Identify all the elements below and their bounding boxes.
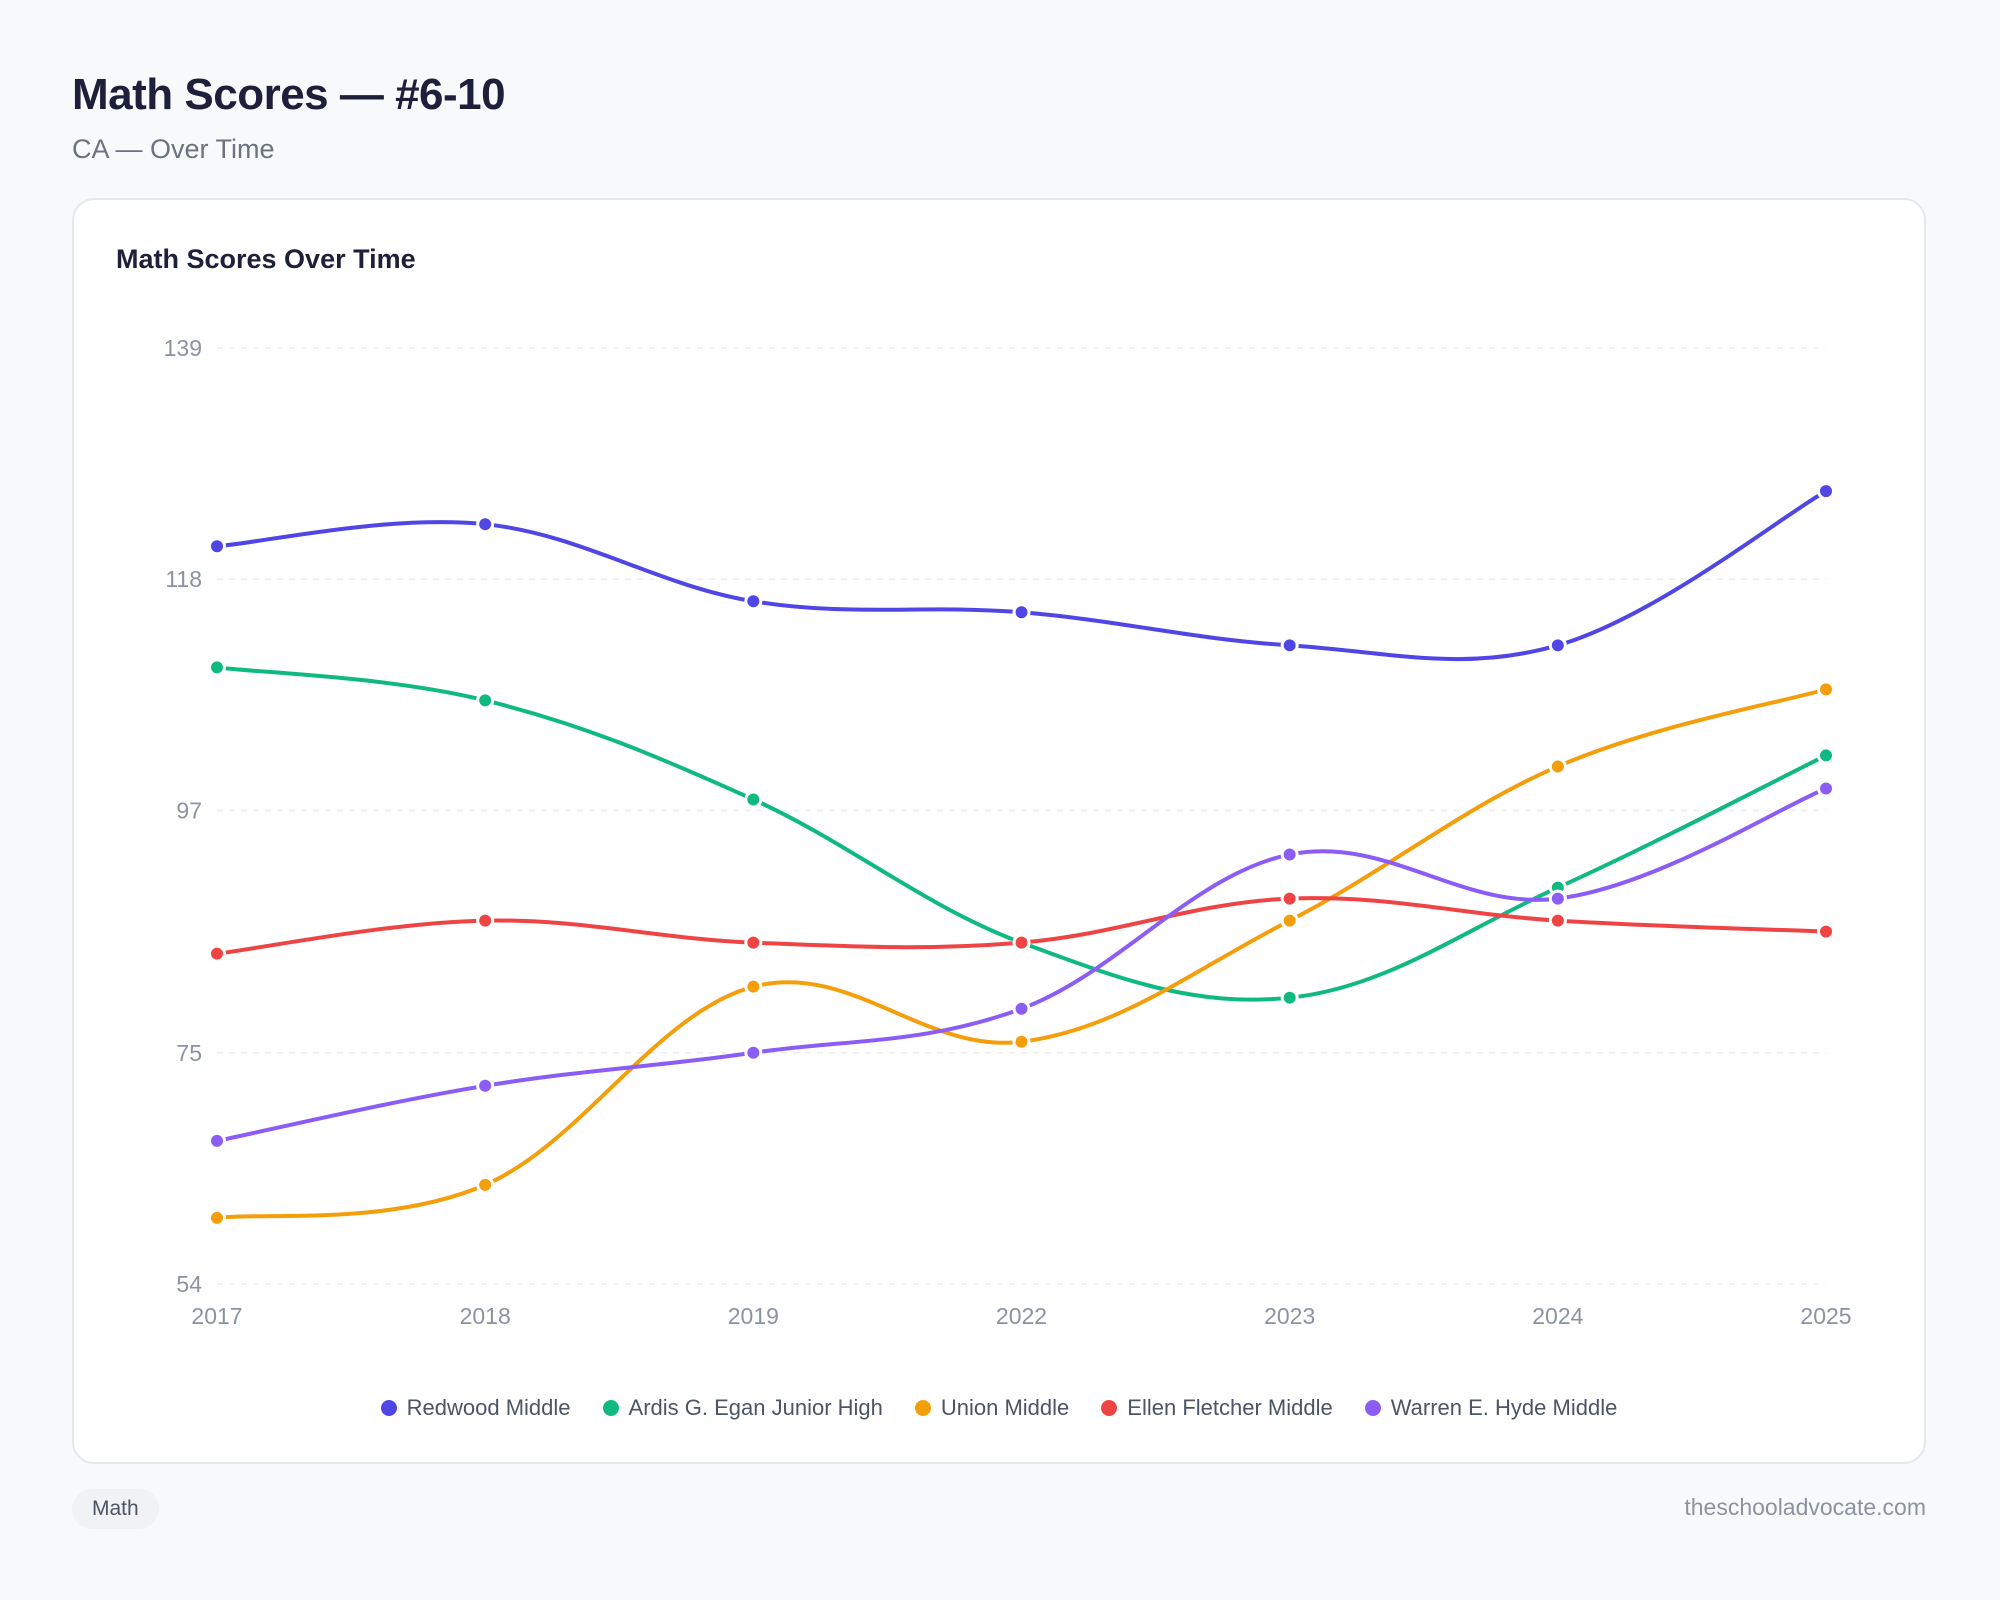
- data-point-ardis-g-egan-junior-high: [744, 790, 763, 809]
- legend-swatch: [914, 1400, 931, 1416]
- data-point-union-middle: [1548, 757, 1567, 776]
- series-line-warren-e-hyde-middle: [215, 786, 1828, 1143]
- data-point-ellen-fletcher-middle: [1817, 922, 1835, 941]
- legend-item-redwood-middle[interactable]: Redwood Middle: [380, 1395, 571, 1421]
- data-point-ellen-fletcher-middle: [1548, 911, 1567, 930]
- data-point-redwood-middle: [1817, 482, 1835, 501]
- data-point-union-middle: [1817, 680, 1835, 699]
- legend-label: Ardis G. Egan Junior High: [628, 1395, 883, 1420]
- data-point-redwood-middle: [1012, 603, 1031, 622]
- data-point-ellen-fletcher-middle: [1280, 889, 1299, 908]
- data-point-union-middle: [476, 1175, 495, 1194]
- x-tick-label: 2017: [191, 1303, 242, 1329]
- data-point-ardis-g-egan-junior-high: [1817, 746, 1835, 765]
- data-point-union-middle: [1012, 1032, 1031, 1051]
- data-point-union-middle: [1280, 911, 1299, 930]
- y-tick-label: 97: [176, 797, 202, 823]
- page-subtitle: CA — Over Time: [72, 134, 275, 164]
- legend-item-warren-e-hyde-middle[interactable]: Warren E. Hyde Middle: [1364, 1395, 1618, 1421]
- legend-swatch: [1364, 1400, 1381, 1416]
- data-point-ellen-fletcher-middle: [476, 911, 495, 930]
- data-point-redwood-middle: [208, 537, 226, 556]
- y-tick-label: 118: [165, 566, 202, 592]
- series-line-union-middle: [215, 687, 1828, 1220]
- legend-swatch: [1101, 1400, 1118, 1416]
- data-point-warren-e-hyde-middle: [476, 1076, 495, 1095]
- data-point-redwood-middle: [1548, 636, 1567, 655]
- data-point-warren-e-hyde-middle: [1548, 889, 1567, 908]
- y-tick-label: 54: [176, 1271, 202, 1297]
- line-chart: 54 75 97 118 139 2017 2018 2019 2022 2023 2024 2025: [164, 335, 1852, 1329]
- data-point-redwood-middle: [476, 515, 495, 534]
- data-point-ellen-fletcher-middle: [744, 933, 763, 952]
- x-tick-label: 2023: [1264, 1303, 1315, 1329]
- x-tick-label: 2018: [460, 1303, 511, 1329]
- x-tick-label: 2019: [728, 1303, 779, 1329]
- data-point-ardis-g-egan-junior-high: [1280, 988, 1299, 1007]
- data-point-ellen-fletcher-middle: [1012, 933, 1031, 952]
- data-point-redwood-middle: [1280, 636, 1299, 655]
- data-point-union-middle: [744, 977, 763, 996]
- legend-label: Warren E. Hyde Middle: [1390, 1395, 1618, 1420]
- data-point-ardis-g-egan-junior-high: [208, 658, 226, 677]
- data-point-warren-e-hyde-middle: [1012, 999, 1031, 1018]
- legend-swatch: [602, 1400, 619, 1416]
- data-point-redwood-middle: [744, 592, 763, 611]
- chart-title: Math Scores Over Time: [116, 244, 416, 274]
- x-tick-label: 2024: [1532, 1303, 1583, 1329]
- legend-label: Redwood Middle: [406, 1395, 571, 1420]
- legend-item-ardis-g-egan-junior-high[interactable]: Ardis G. Egan Junior High: [602, 1395, 883, 1421]
- series-line-redwood-middle: [215, 489, 1828, 662]
- data-point-ardis-g-egan-junior-high: [476, 691, 495, 710]
- legend-item-ellen-fletcher-middle[interactable]: Ellen Fletcher Middle: [1101, 1395, 1333, 1421]
- data-point-warren-e-hyde-middle: [744, 1043, 763, 1062]
- subject-tag: Math: [72, 1489, 159, 1529]
- site-url[interactable]: theschooladvocate.com: [1684, 1494, 1926, 1520]
- legend-label: Union Middle: [940, 1395, 1070, 1420]
- legend-label: Ellen Fletcher Middle: [1127, 1395, 1333, 1420]
- data-point-warren-e-hyde-middle: [1280, 845, 1299, 864]
- data-point-union-middle: [208, 1208, 226, 1227]
- legend-swatch: [380, 1400, 397, 1416]
- chart-card: Math Scores Over Time 54 75 97 118 139 2017 20…: [72, 198, 1926, 1464]
- chart-legend: Redwood Middle Ardis G. Egan Junior High U…: [74, 1395, 1924, 1421]
- data-point-warren-e-hyde-middle: [1817, 779, 1835, 798]
- data-point-ellen-fletcher-middle: [208, 944, 226, 963]
- x-tick-label: 2025: [1800, 1303, 1851, 1329]
- page-title: Math Scores — #6-10: [72, 70, 506, 119]
- y-tick-label: 139: [164, 335, 202, 361]
- y-tick-label: 75: [176, 1040, 202, 1066]
- data-point-warren-e-hyde-middle: [208, 1131, 226, 1150]
- x-tick-label: 2022: [996, 1303, 1047, 1329]
- legend-item-union-middle[interactable]: Union Middle: [914, 1395, 1070, 1421]
